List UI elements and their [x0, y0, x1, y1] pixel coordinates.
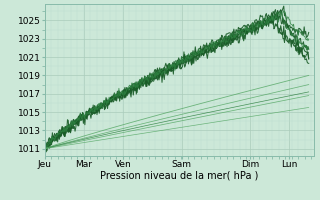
X-axis label: Pression niveau de la mer( hPa ): Pression niveau de la mer( hPa ) — [100, 171, 258, 181]
